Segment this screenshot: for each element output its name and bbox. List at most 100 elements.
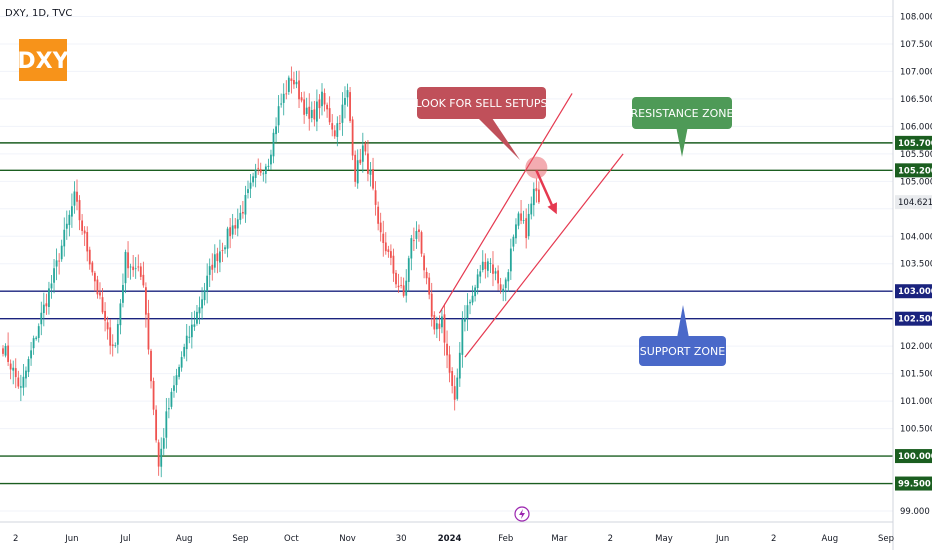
candle-body: [466, 305, 469, 319]
candle-body: [129, 266, 132, 268]
channel-upper-line: [438, 93, 573, 314]
candle-body: [155, 409, 158, 441]
candle-body: [497, 270, 499, 284]
candle-body: [236, 219, 239, 229]
candle-body: [25, 370, 27, 379]
candle-body: [512, 236, 515, 247]
candle-body: [76, 191, 78, 202]
dxy-logo: DXY: [17, 39, 70, 81]
candle-body: [282, 93, 285, 103]
resistance-callout: RESISTANCE ZONE: [631, 97, 734, 157]
x-tick-label: 30: [396, 534, 407, 544]
support-callout-text: SUPPORT ZONE: [640, 345, 725, 358]
level-price-label: 105.700: [898, 139, 932, 149]
candle-body: [481, 261, 484, 271]
candle-body: [9, 363, 12, 370]
horizontal-levels: [0, 142, 893, 485]
candle-body: [109, 327, 112, 346]
candle-body: [354, 154, 357, 182]
candle-body: [78, 200, 81, 221]
candle-body: [438, 323, 441, 329]
candle-body: [280, 103, 283, 105]
level-price-label: 102.500: [898, 315, 932, 325]
candle-body: [224, 247, 226, 250]
highlight-circle: [525, 156, 548, 179]
candle-body: [229, 227, 232, 237]
candle-body: [96, 279, 99, 295]
lightning-icon[interactable]: [514, 506, 530, 522]
candle-body: [267, 165, 270, 167]
candle-body: [221, 250, 224, 251]
candle-body: [494, 271, 497, 274]
y-tick-label: 102.000: [900, 342, 932, 352]
candle-body: [509, 248, 512, 272]
candle-body: [341, 104, 344, 123]
candle-body: [244, 194, 247, 215]
candle-body: [111, 344, 114, 346]
candle-body: [469, 301, 471, 304]
x-tick-label: Nov: [339, 534, 356, 544]
x-tick-label: May: [655, 534, 673, 544]
sell-callout-box: [417, 87, 546, 119]
candle-body: [7, 345, 10, 362]
candle-body: [231, 225, 234, 235]
candle-body: [262, 173, 265, 175]
candle-body: [300, 97, 303, 101]
candle-body: [351, 119, 354, 156]
candle-body: [45, 303, 48, 307]
candle-body: [259, 169, 262, 173]
resistance-callout-text: RESISTANCE ZONE: [631, 107, 734, 120]
candle-body: [392, 255, 395, 274]
candle-body: [167, 408, 170, 410]
candle-body: [203, 290, 206, 301]
candle-body: [137, 266, 140, 268]
candle-body: [42, 304, 45, 314]
candle-body: [219, 251, 221, 263]
candle-body: [241, 211, 244, 214]
x-tick-label: Aug: [176, 534, 193, 544]
candle-body: [73, 191, 76, 206]
candle-body: [489, 263, 492, 264]
x-tick-label: 2: [608, 534, 613, 544]
candle-body: [318, 99, 321, 109]
candle-body: [522, 220, 525, 221]
candle-body: [384, 242, 387, 252]
candle-body: [364, 143, 367, 152]
x-tick-label: Aug: [822, 534, 839, 544]
candle-body: [247, 189, 249, 194]
candle-body: [106, 322, 109, 330]
candle-body: [234, 225, 237, 229]
candle-body: [433, 315, 436, 330]
candle-body: [499, 284, 502, 290]
candle-body: [211, 264, 214, 270]
candle-body: [127, 252, 129, 269]
y-tick-label: 105.000: [900, 177, 932, 187]
candle-body: [65, 223, 68, 229]
candle-body: [58, 260, 61, 262]
y-tick-label: 108.000: [900, 12, 932, 22]
candle-body: [400, 285, 403, 286]
x-tick-label: Jul: [119, 534, 130, 544]
candle-body: [338, 123, 341, 124]
candle-body: [387, 249, 390, 253]
support-callout: SUPPORT ZONE: [639, 305, 726, 366]
candle-body: [303, 99, 306, 115]
candle-body: [226, 228, 229, 249]
candle-body: [150, 350, 152, 382]
candle-body: [451, 371, 454, 386]
candle-body: [22, 376, 25, 388]
level-price-badge: [895, 163, 932, 178]
candle-body: [538, 189, 540, 203]
level-price-badge: [895, 284, 932, 299]
resistance-callout-box: [632, 97, 732, 129]
candle-body: [377, 206, 380, 224]
candle-body: [50, 283, 53, 289]
y-axis-panel: [893, 0, 932, 550]
annotations: LOOK FOR SELL SETUPS RESISTANCE ZONE SUPPO…: [5, 8, 734, 366]
candle-body: [175, 375, 178, 386]
x-tick-label: Jun: [715, 534, 729, 544]
candle-body: [532, 188, 535, 206]
